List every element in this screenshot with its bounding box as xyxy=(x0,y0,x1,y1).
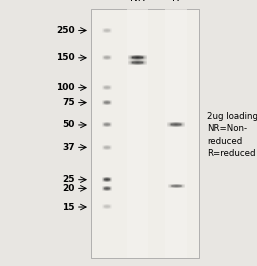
Text: 75: 75 xyxy=(62,98,75,107)
Text: 2ug loading
NR=Non-
reduced
R=reduced: 2ug loading NR=Non- reduced R=reduced xyxy=(207,112,257,158)
Text: NR: NR xyxy=(130,0,145,3)
Text: 150: 150 xyxy=(56,53,75,62)
Text: 50: 50 xyxy=(62,120,75,130)
Bar xyxy=(91,9,199,258)
Text: 25: 25 xyxy=(62,175,75,184)
Text: R: R xyxy=(172,0,180,3)
Text: 250: 250 xyxy=(56,26,75,35)
Bar xyxy=(127,9,149,258)
Bar xyxy=(165,9,187,258)
Text: 37: 37 xyxy=(62,143,75,152)
Text: 20: 20 xyxy=(62,184,75,193)
Text: 15: 15 xyxy=(62,202,75,211)
Text: 100: 100 xyxy=(56,83,75,92)
